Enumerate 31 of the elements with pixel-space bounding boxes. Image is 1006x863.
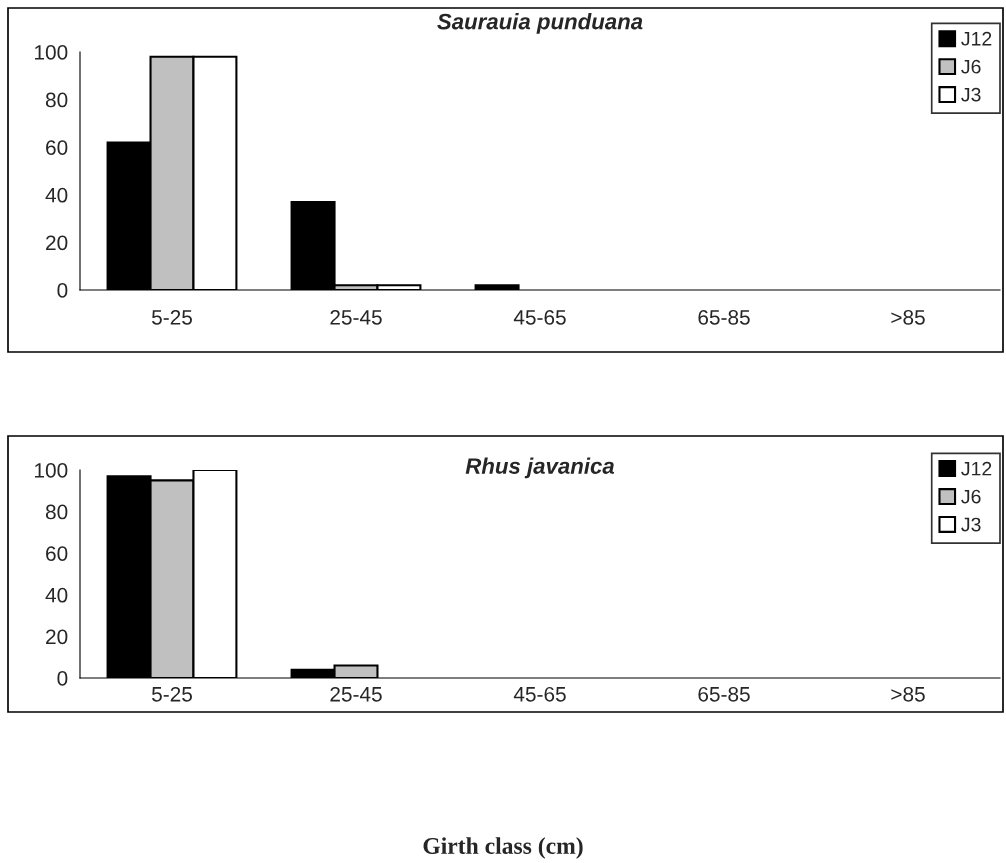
- y-tick-label: 60: [46, 140, 68, 155]
- y-tick-label: 0: [57, 671, 68, 686]
- chart-title: Saurauia punduana: [437, 13, 643, 34]
- legend-label: J3: [961, 517, 981, 532]
- y-tick-label: 20: [46, 235, 68, 251]
- y-tick-label: 80: [45, 504, 68, 520]
- x-tick-label: 25-45: [330, 309, 382, 325]
- x-tick-label: 65-85: [698, 686, 750, 702]
- legend-label: J3: [961, 87, 981, 102]
- y-tick-label: 100: [35, 45, 68, 60]
- y-tick-label: 40: [45, 187, 68, 203]
- x-axis-title: Girth class (cm): [423, 837, 583, 859]
- y-tick-label: 20: [46, 629, 68, 645]
- x-tick-label: 45-65: [513, 309, 566, 325]
- y-tick-label: 80: [45, 92, 68, 108]
- x-tick-label: 5-25: [151, 686, 192, 702]
- x-tick-label: 45-65: [513, 686, 566, 702]
- y-tick-label: 60: [46, 546, 68, 561]
- x-tick-label: >85: [891, 309, 925, 325]
- chart-title: Rhus javanica: [465, 457, 615, 479]
- x-tick-label: 65-85: [698, 309, 750, 325]
- y-tick-label: 100: [35, 463, 68, 478]
- x-tick-label: 5-25: [151, 309, 192, 325]
- x-tick-label: 25-45: [330, 686, 382, 702]
- x-tick-label: >85: [891, 686, 925, 702]
- y-tick-label: 0: [57, 283, 68, 298]
- legend-label: J12: [961, 31, 992, 46]
- legend-label: J6: [961, 59, 981, 74]
- legend-label: J6: [961, 489, 981, 504]
- y-tick-label: 40: [45, 587, 68, 603]
- legend-label: J12: [961, 461, 992, 476]
